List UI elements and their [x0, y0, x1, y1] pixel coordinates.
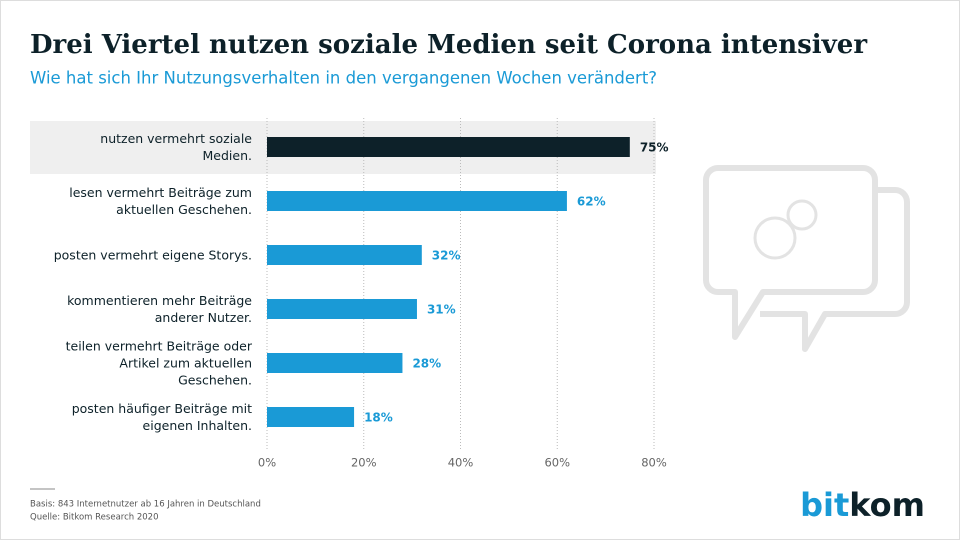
value-label: 31% — [427, 303, 456, 317]
x-tick-label: 60% — [544, 456, 570, 470]
bar — [267, 407, 355, 427]
x-tick-label: 20% — [351, 456, 377, 470]
chart-subtitle: Wie hat sich Ihr Nutzungsverhalten in de… — [30, 69, 657, 88]
value-label: 18% — [364, 411, 393, 425]
chart-title: Drei Viertel nutzen soziale Medien seit … — [30, 30, 867, 60]
category-label: nutzen vermehrt soziale Medien. — [100, 131, 252, 163]
category-label: posten häufiger Beiträge mit eigenen Inh… — [71, 401, 252, 433]
bar — [267, 299, 417, 319]
bar — [267, 137, 630, 157]
category-label: lesen vermehrt Beiträge zum aktuellen Ge… — [69, 185, 252, 217]
note: Quelle: Bitkom Research 2020 — [30, 513, 158, 523]
x-tick-label: 80% — [641, 456, 667, 470]
category-label: kommentieren mehr Beiträge anderer Nutze… — [67, 293, 252, 325]
logo-part: kom — [849, 486, 925, 524]
x-tick-label: 40% — [448, 456, 474, 470]
logo: bitkom — [800, 486, 925, 524]
bar — [267, 353, 403, 373]
category-label: posten vermehrt eigene Storys. — [53, 247, 252, 263]
bar — [267, 191, 567, 211]
speech-icon — [703, 165, 910, 352]
x-tick-label: 0% — [258, 456, 276, 470]
value-label: 32% — [432, 249, 461, 263]
logo-part: bit — [800, 486, 849, 524]
bar — [267, 245, 422, 265]
value-label: 75% — [640, 141, 669, 155]
category-label: teilen vermehrt Beiträge oder Artikel zu… — [65, 338, 252, 388]
value-label: 28% — [412, 357, 441, 371]
note: Basis: 843 Internetnutzer ab 16 Jahren i… — [30, 500, 261, 510]
value-label: 62% — [577, 195, 606, 209]
